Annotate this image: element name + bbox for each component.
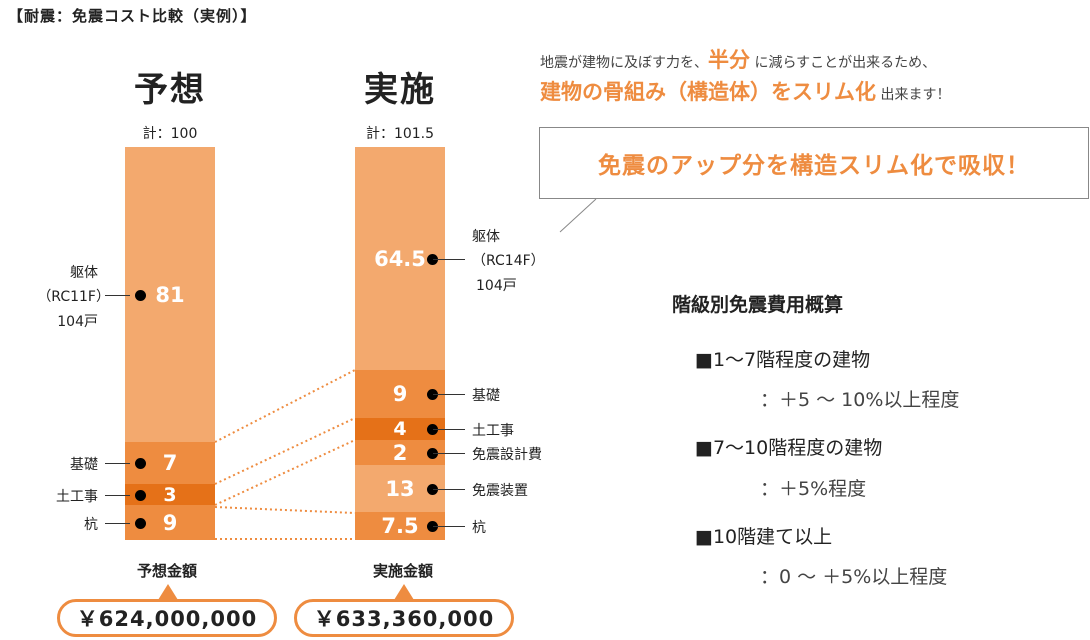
- estimate-item: ■10階建て以上: [695, 526, 833, 548]
- leader-line: [105, 294, 130, 296]
- segment-sublabel: （RC14F）: [472, 252, 545, 269]
- segment-label: 基礎: [472, 388, 500, 404]
- amount-forecast: ￥624,000,000: [57, 599, 277, 637]
- segment-label: 免震装置: [472, 482, 528, 499]
- marker-dot: [427, 253, 438, 265]
- estimate-heading: 階級別免震費用概算: [672, 294, 844, 316]
- amount-actual: ￥633,360,000: [294, 599, 514, 637]
- leader-line: [433, 526, 465, 527]
- segment-label: 杭: [472, 520, 486, 536]
- marker-dot: [135, 458, 146, 469]
- connector-dokouji-bottom: [214, 439, 356, 506]
- leader-line: [433, 488, 465, 490]
- callout-tail: [559, 198, 597, 233]
- marker-dot: [135, 517, 146, 529]
- leader-line: [433, 394, 465, 395]
- connector-dokouji: [214, 417, 356, 485]
- leader-line: [105, 463, 130, 464]
- leader-line: [433, 258, 465, 260]
- segment-label: 躯体: [472, 228, 500, 245]
- leader-line: [433, 452, 465, 454]
- marker-dot: [135, 489, 146, 501]
- intro-line-1: 地震が建物に及ぼす力を、半分 に減らすことが出来るため、: [540, 44, 936, 74]
- marker-dot: [427, 389, 438, 400]
- segment-label: 杭: [84, 516, 98, 533]
- estimate-value: ：＋5%程度: [760, 478, 867, 500]
- estimate-item: ■1〜7階程度の建物: [695, 349, 871, 371]
- segment-sublabel: 104戸: [57, 313, 98, 330]
- segment-label: 土工事: [472, 423, 514, 439]
- marker-dot: [135, 289, 146, 301]
- intro-emphasis: 建物の骨組み（構造体）をスリム化: [540, 80, 876, 104]
- intro-text: 地震が建物に及ぼす力を、: [540, 55, 708, 71]
- callout-bubble: 免震のアップ分を構造スリム化で吸収！: [539, 127, 1089, 199]
- leader-line: [105, 522, 130, 524]
- intro-text: 出来ます！: [876, 87, 951, 103]
- segment-label: 免震設計費: [472, 446, 542, 463]
- intro-text: に減らすことが出来るため、: [750, 55, 937, 71]
- segment-label: 土工事: [56, 488, 98, 505]
- pointer-triangle: [394, 584, 414, 600]
- bar-segment: 4: [355, 418, 445, 440]
- marker-dot: [427, 447, 438, 459]
- marker-dot: [427, 424, 438, 435]
- column-title-forecast: 予想: [134, 70, 206, 110]
- intro-emphasis: 半分: [708, 48, 750, 72]
- amount-label-forecast: 予想金額: [136, 562, 197, 580]
- segment-sublabel: （RC11F）: [37, 288, 110, 305]
- segment-label: 基礎: [70, 457, 98, 473]
- connector-kui-top: [214, 506, 356, 514]
- amount-label-actual: 実施金額: [372, 562, 433, 580]
- estimate-item: ■7〜10階程度の建物: [695, 437, 883, 459]
- column-title-actual: 実施: [364, 70, 436, 110]
- segment-label: 躯体: [70, 264, 98, 281]
- marker-dot: [427, 483, 438, 495]
- marker-dot: [427, 521, 438, 532]
- connector-kiso: [214, 369, 356, 443]
- estimate-value: ：＋5 〜 10%以上程度: [760, 389, 960, 411]
- page-title: 【耐震：免震コスト比較（実例）】: [8, 7, 257, 25]
- total-forecast: 計：100: [142, 126, 198, 142]
- segment-sublabel: 104戸: [476, 277, 517, 294]
- leader-line: [433, 429, 465, 430]
- leader-line: [105, 494, 130, 496]
- pointer-triangle: [158, 584, 178, 600]
- intro-line-2: 建物の骨組み（構造体）をスリム化 出来ます！: [540, 76, 950, 106]
- estimate-value: ：0 〜 ＋5%以上程度: [760, 566, 948, 588]
- bar-segment: 3: [125, 484, 215, 506]
- total-actual: 計：101.5: [365, 126, 435, 142]
